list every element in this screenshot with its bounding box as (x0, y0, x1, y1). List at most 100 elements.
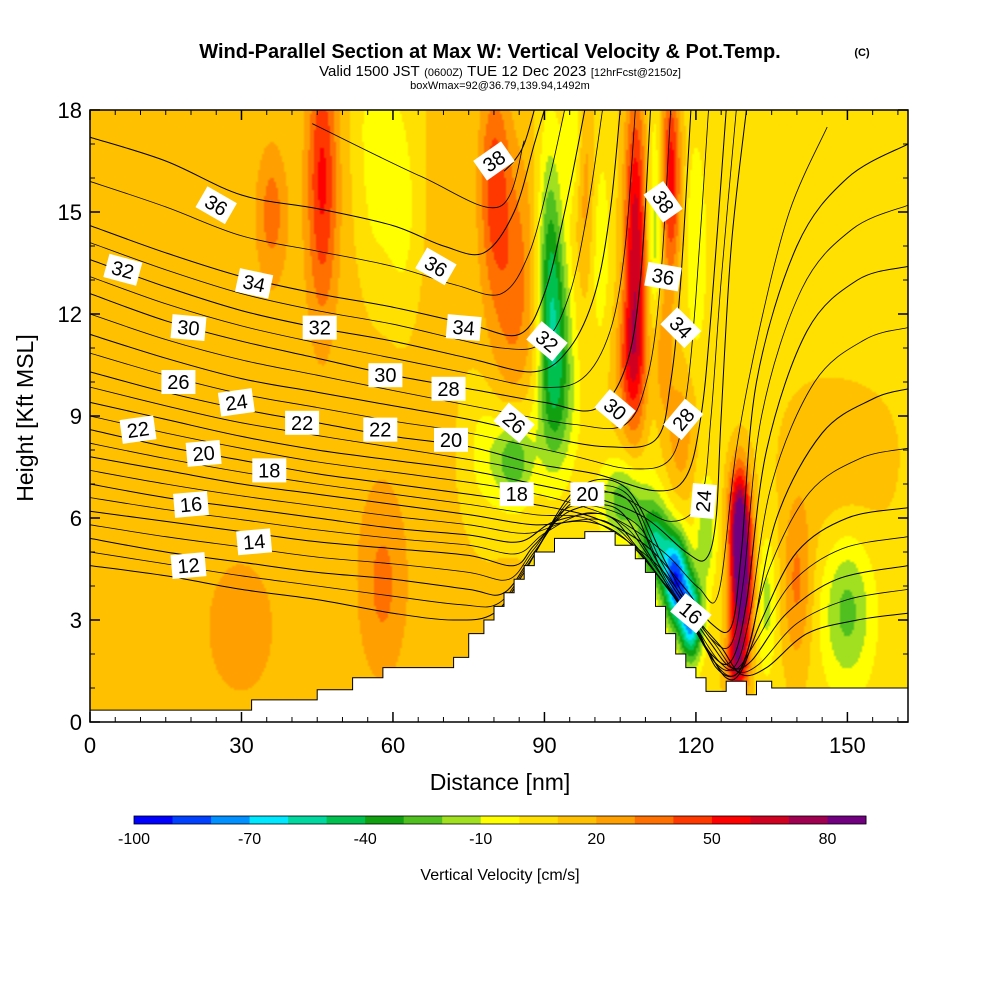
colorbar-swatch (519, 816, 559, 824)
theta-contour-30 (90, 110, 651, 412)
colorbar-tick-label: -40 (354, 831, 377, 848)
box-wmax-info: boxWmax=92@36.79,139.94,1492m (410, 80, 590, 92)
contour-label: 26 (161, 370, 196, 394)
contour-label-bg (234, 268, 274, 299)
theta-contour-intermediate (90, 504, 908, 671)
contour-label-bg (252, 458, 287, 483)
y-tick-label: 12 (58, 302, 82, 327)
contour-label: 36 (644, 261, 682, 292)
contour-label-text: 18 (258, 460, 280, 482)
contour-label-text: 22 (126, 418, 151, 443)
contour-label-text: 30 (374, 365, 396, 387)
colorbar-swatch (827, 816, 867, 824)
colorbar-tick-label: -70 (238, 831, 261, 848)
colorbar-swatch (288, 816, 328, 824)
colorbar-swatch (403, 816, 443, 824)
y-axis-label: Height [Kft MSL] (12, 334, 38, 501)
contour-label-bg (445, 314, 482, 342)
colorbar-tick-label: -100 (118, 831, 150, 848)
contour-label-text: 22 (369, 420, 391, 442)
colorbar-swatch (711, 816, 751, 824)
y-tick-label: 3 (70, 608, 82, 633)
contour-label: 32 (302, 315, 337, 340)
theta-contour-16 (90, 504, 908, 681)
contour-label-text: 20 (440, 430, 462, 452)
contour-label: 22 (119, 415, 157, 444)
contour-label-bg (594, 389, 636, 430)
contour-label-text: 24 (693, 489, 717, 513)
contour-label-text: 12 (177, 555, 201, 579)
theta-contour-32 (90, 110, 621, 373)
theta-contour-intermediate (90, 204, 908, 649)
contour-label-text: 28 (437, 379, 459, 401)
colorbar-swatch (596, 816, 636, 824)
colorbar-swatch (172, 816, 212, 824)
contour-label: 30 (170, 314, 207, 342)
x-tick-label: 120 (678, 733, 715, 758)
contour-label-bg (195, 186, 237, 225)
contour-label-bg (434, 427, 468, 452)
contour-label: 22 (363, 417, 398, 442)
contour-label-bg (302, 315, 337, 340)
colorbar-tick-label: 80 (819, 831, 837, 848)
contour-label: 24 (690, 483, 717, 519)
contour-label-bg (660, 307, 702, 349)
contour-label-bg (670, 593, 712, 634)
colorbar-swatch (365, 816, 405, 824)
colorbar-swatch (480, 816, 520, 824)
contour-label-bg (415, 247, 457, 286)
x-axis-label: Distance [nm] (430, 769, 571, 795)
contour-label-bg (185, 439, 222, 467)
y-tick-label: 6 (70, 506, 82, 531)
contour-label-text: 22 (291, 413, 313, 435)
y-tick-label: 9 (70, 404, 82, 429)
colorbar-swatch (673, 816, 713, 824)
theta-contour-intermediate (90, 447, 908, 677)
x-tick-label: 60 (381, 733, 405, 758)
contour-label-bg (217, 388, 255, 417)
contour-label: 14 (236, 528, 273, 556)
valid-time-line: Valid 1500 JST (0600Z) TUE 12 Dec 2023 [… (319, 63, 681, 80)
theta-contour-24 (90, 110, 747, 562)
contour-label-bg (493, 402, 535, 443)
contour-label-bg (663, 398, 704, 441)
colorbar-tick-label: 50 (703, 831, 721, 848)
chart-title: Wind-Parallel Section at Max W: Vertical… (199, 41, 780, 63)
contour-label: 16 (173, 490, 209, 518)
theta-contour-intermediate (312, 123, 525, 209)
contour-label-text: 36 (650, 265, 676, 291)
theta-contour-34 (90, 110, 586, 337)
contour-label: 28 (431, 376, 466, 401)
contour-label: 22 (285, 410, 320, 435)
colorbar-swatch (249, 816, 289, 824)
contour-label: 20 (570, 482, 605, 507)
contour-label-bg (368, 363, 403, 388)
colorbar-swatch (750, 816, 790, 824)
contour-label-text: 20 (192, 442, 216, 466)
contour-label: 24 (217, 388, 255, 417)
colorbar-label: Vertical Velocity [cm/s] (420, 867, 579, 884)
theta-contour-intermediate (90, 126, 828, 604)
contour-label-bg (103, 253, 143, 286)
contour-label: 34 (445, 314, 482, 342)
contour-label-bg (690, 483, 717, 519)
contour-label-text: 16 (179, 493, 203, 517)
contour-label-bg (473, 141, 515, 181)
contour-label-bg (644, 261, 682, 292)
contour-label-text: 24 (224, 391, 249, 416)
contour-label-bg (119, 415, 157, 444)
contour-label-bg (499, 482, 534, 507)
theta-contour-22 (90, 143, 908, 634)
theta-contour-intermediate (90, 110, 636, 388)
colorbar: -100 -70 -40 -10 20 50 80 (118, 815, 867, 848)
x-tick-label: 0 (84, 733, 96, 758)
contour-label-bg (526, 321, 568, 362)
contour-label-bg (363, 417, 398, 442)
y-tick-label: 0 (70, 710, 82, 735)
colorbar-swatch (788, 816, 828, 824)
contour-label-bg (431, 376, 466, 401)
